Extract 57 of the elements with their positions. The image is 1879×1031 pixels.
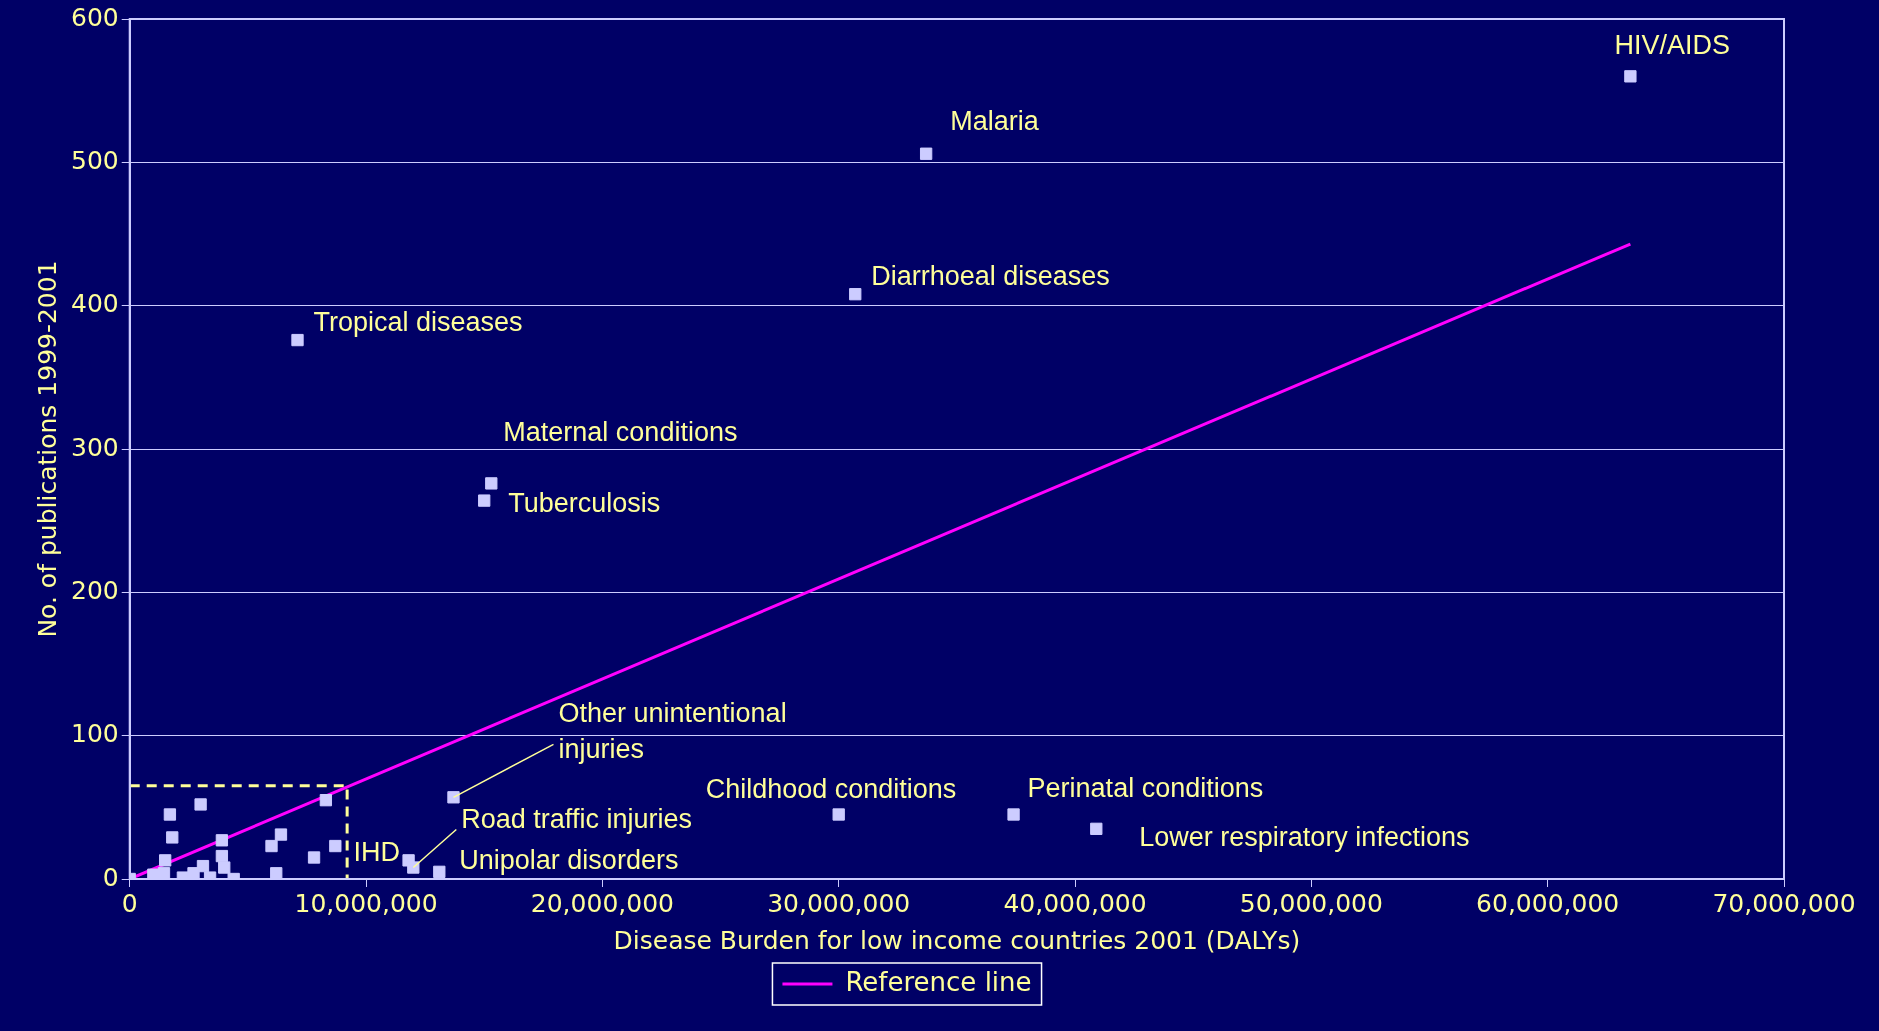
y-axis-title: No. of publications 1999-2001 xyxy=(32,260,62,638)
annotation: HIV/AIDS xyxy=(1614,29,1730,60)
point xyxy=(157,867,171,879)
y-tick-label: 600 xyxy=(71,2,119,32)
point xyxy=(407,861,420,874)
point xyxy=(478,494,491,507)
point xyxy=(433,865,446,878)
y-tick-label: 400 xyxy=(71,289,119,319)
point xyxy=(218,861,231,874)
annotation: Other unintentional injuries xyxy=(558,697,787,764)
point xyxy=(329,839,342,853)
x-tick-label: 30,000,000 xyxy=(767,888,911,918)
point xyxy=(319,794,333,807)
point xyxy=(1624,70,1637,83)
y-tick-label: 300 xyxy=(71,432,119,462)
point xyxy=(485,477,498,490)
annotation: Lower respiratory infections xyxy=(1139,822,1470,853)
annotation: Unipolar disorders xyxy=(459,845,679,876)
x-tick-label: 20,000,000 xyxy=(530,888,674,918)
annotation: Maternal conditions xyxy=(503,416,738,447)
annotation: Tuberculosis xyxy=(508,488,661,519)
point xyxy=(1090,822,1103,835)
annotation: Road traffic injuries xyxy=(461,803,692,834)
y-tick-label: 200 xyxy=(71,575,119,605)
point xyxy=(919,147,933,160)
point xyxy=(215,834,229,847)
point xyxy=(163,808,177,821)
point xyxy=(849,288,862,301)
x-axis-title: Disease Burden for low income countries 2001 (DALYs) xyxy=(613,925,1301,955)
x-tick-label: 70,000,000 xyxy=(1712,888,1856,918)
x-tick-label: 40,000,000 xyxy=(1003,888,1147,918)
point xyxy=(291,333,304,347)
point xyxy=(265,839,278,853)
legend-label: Reference line xyxy=(845,966,1032,997)
x-tick-label: 0 xyxy=(121,888,138,918)
annotation: Tropical diseases xyxy=(313,306,523,337)
annotation: Diarrhoeal diseases xyxy=(871,260,1110,291)
point xyxy=(166,831,179,844)
annotation: Childhood conditions xyxy=(705,773,957,804)
y-tick-label: 100 xyxy=(71,719,119,749)
point xyxy=(832,808,845,821)
point xyxy=(194,798,207,811)
point xyxy=(307,851,321,864)
y-tick-label: 500 xyxy=(71,145,119,175)
point xyxy=(187,867,200,879)
annotation: Perinatal conditions xyxy=(1027,772,1264,803)
point xyxy=(274,828,288,841)
point xyxy=(447,791,460,804)
y-tick-label: 0 xyxy=(102,862,119,892)
point xyxy=(1007,808,1020,821)
annotation: Malaria xyxy=(950,106,1040,137)
x-tick-label: 10,000,000 xyxy=(294,888,438,918)
point xyxy=(270,867,283,879)
x-tick-label: 60,000,000 xyxy=(1476,888,1620,918)
annotation: IHD xyxy=(353,836,401,867)
x-tick-label: 50,000,000 xyxy=(1239,888,1383,918)
point xyxy=(159,854,172,867)
